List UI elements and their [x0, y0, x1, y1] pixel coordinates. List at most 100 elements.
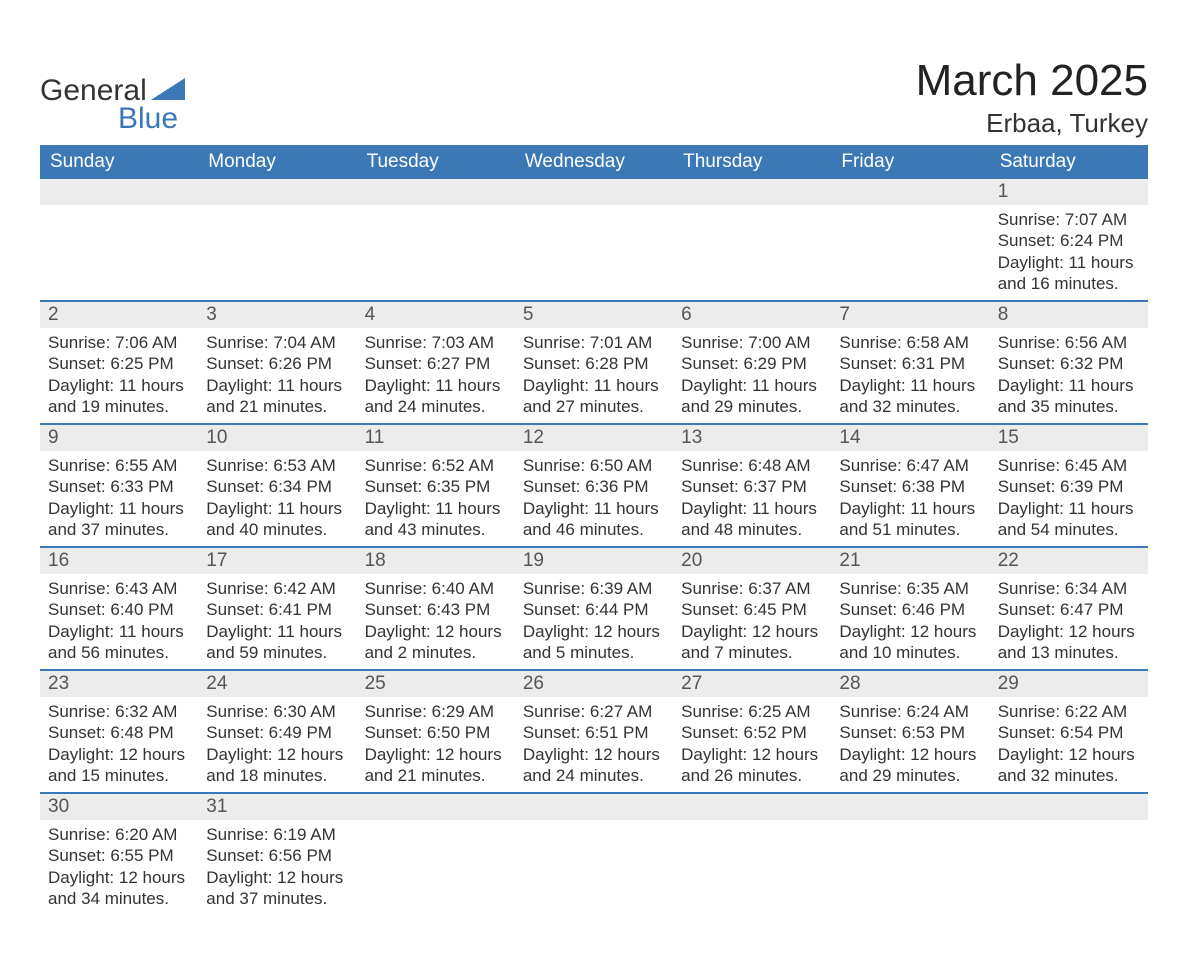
- daylight-line-1: Daylight: 12 hours: [206, 744, 348, 765]
- day-number: 21: [831, 548, 989, 574]
- daylight-line-2: and 37 minutes.: [206, 888, 348, 909]
- daylight-line-2: and 18 minutes.: [206, 765, 348, 786]
- day-number: 25: [357, 671, 515, 697]
- calendar-week-row: 9Sunrise: 6:55 AMSunset: 6:33 PMDaylight…: [40, 424, 1148, 547]
- daylight-line-1: Daylight: 11 hours: [523, 498, 665, 519]
- location: Erbaa, Turkey: [916, 108, 1148, 139]
- sunrise-line: Sunrise: 6:50 AM: [523, 455, 665, 476]
- daylight-line-1: Daylight: 11 hours: [48, 375, 190, 396]
- sunset-line: Sunset: 6:43 PM: [365, 599, 507, 620]
- sunrise-line: Sunrise: 6:37 AM: [681, 578, 823, 599]
- sunset-line: Sunset: 6:34 PM: [206, 476, 348, 497]
- sunset-line: Sunset: 6:52 PM: [681, 722, 823, 743]
- day-details: Sunrise: 6:19 AMSunset: 6:56 PMDaylight:…: [198, 820, 356, 915]
- daylight-line-1: Daylight: 11 hours: [839, 498, 981, 519]
- sunrise-line: Sunrise: 6:43 AM: [48, 578, 190, 599]
- calendar-cell: 17Sunrise: 6:42 AMSunset: 6:41 PMDayligh…: [198, 547, 356, 670]
- day-number: [831, 794, 989, 820]
- daylight-line-1: Daylight: 12 hours: [998, 621, 1140, 642]
- daylight-line-2: and 15 minutes.: [48, 765, 190, 786]
- calendar-week-row: 16Sunrise: 6:43 AMSunset: 6:40 PMDayligh…: [40, 547, 1148, 670]
- daylight-line-1: Daylight: 11 hours: [839, 375, 981, 396]
- sunset-line: Sunset: 6:26 PM: [206, 353, 348, 374]
- sunset-line: Sunset: 6:55 PM: [48, 845, 190, 866]
- header: General Blue March 2025 Erbaa, Turkey: [40, 40, 1148, 139]
- daylight-line-1: Daylight: 12 hours: [48, 867, 190, 888]
- daylight-line-1: Daylight: 12 hours: [523, 744, 665, 765]
- day-details: [357, 820, 515, 906]
- sunrise-line: Sunrise: 6:47 AM: [839, 455, 981, 476]
- sunrise-line: Sunrise: 6:30 AM: [206, 701, 348, 722]
- daylight-line-1: Daylight: 11 hours: [48, 621, 190, 642]
- day-number: 1: [990, 179, 1148, 205]
- day-number: [357, 179, 515, 205]
- sunrise-line: Sunrise: 6:45 AM: [998, 455, 1140, 476]
- day-number: 8: [990, 302, 1148, 328]
- day-details: [515, 820, 673, 906]
- calendar-cell: [515, 179, 673, 301]
- calendar-cell: 22Sunrise: 6:34 AMSunset: 6:47 PMDayligh…: [990, 547, 1148, 670]
- day-number: 4: [357, 302, 515, 328]
- calendar-cell: 5Sunrise: 7:01 AMSunset: 6:28 PMDaylight…: [515, 301, 673, 424]
- day-number: 16: [40, 548, 198, 574]
- sunrise-line: Sunrise: 6:34 AM: [998, 578, 1140, 599]
- day-number: 5: [515, 302, 673, 328]
- daylight-line-1: Daylight: 12 hours: [681, 621, 823, 642]
- calendar-cell: 24Sunrise: 6:30 AMSunset: 6:49 PMDayligh…: [198, 670, 356, 793]
- calendar-cell: 14Sunrise: 6:47 AMSunset: 6:38 PMDayligh…: [831, 424, 989, 547]
- day-details: Sunrise: 7:07 AMSunset: 6:24 PMDaylight:…: [990, 205, 1148, 300]
- calendar-cell: 11Sunrise: 6:52 AMSunset: 6:35 PMDayligh…: [357, 424, 515, 547]
- sunset-line: Sunset: 6:51 PM: [523, 722, 665, 743]
- day-details: [673, 205, 831, 291]
- day-details: Sunrise: 6:47 AMSunset: 6:38 PMDaylight:…: [831, 451, 989, 546]
- sunset-line: Sunset: 6:28 PM: [523, 353, 665, 374]
- sunset-line: Sunset: 6:54 PM: [998, 722, 1140, 743]
- day-number: 12: [515, 425, 673, 451]
- day-details: [990, 820, 1148, 906]
- day-details: Sunrise: 7:00 AMSunset: 6:29 PMDaylight:…: [673, 328, 831, 423]
- day-details: Sunrise: 6:50 AMSunset: 6:36 PMDaylight:…: [515, 451, 673, 546]
- day-number: 26: [515, 671, 673, 697]
- sunset-line: Sunset: 6:36 PM: [523, 476, 665, 497]
- daylight-line-1: Daylight: 11 hours: [365, 375, 507, 396]
- daylight-line-1: Daylight: 11 hours: [998, 498, 1140, 519]
- daylight-line-1: Daylight: 11 hours: [681, 375, 823, 396]
- calendar-week-row: 1Sunrise: 7:07 AMSunset: 6:24 PMDaylight…: [40, 179, 1148, 301]
- calendar-header-row: Sunday Monday Tuesday Wednesday Thursday…: [40, 145, 1148, 179]
- sunrise-line: Sunrise: 6:25 AM: [681, 701, 823, 722]
- calendar-cell: 2Sunrise: 7:06 AMSunset: 6:25 PMDaylight…: [40, 301, 198, 424]
- daylight-line-2: and 16 minutes.: [998, 273, 1140, 294]
- day-number: 30: [40, 794, 198, 820]
- day-number: 10: [198, 425, 356, 451]
- col-sunday: Sunday: [40, 145, 198, 179]
- day-details: [831, 820, 989, 906]
- sunrise-line: Sunrise: 6:55 AM: [48, 455, 190, 476]
- daylight-line-1: Daylight: 11 hours: [998, 375, 1140, 396]
- calendar-cell: [673, 179, 831, 301]
- daylight-line-1: Daylight: 11 hours: [998, 252, 1140, 273]
- calendar-cell: [357, 793, 515, 915]
- daylight-line-2: and 35 minutes.: [998, 396, 1140, 417]
- daylight-line-1: Daylight: 12 hours: [998, 744, 1140, 765]
- day-details: Sunrise: 6:24 AMSunset: 6:53 PMDaylight:…: [831, 697, 989, 792]
- sunrise-line: Sunrise: 6:19 AM: [206, 824, 348, 845]
- sunrise-line: Sunrise: 7:00 AM: [681, 332, 823, 353]
- sunset-line: Sunset: 6:41 PM: [206, 599, 348, 620]
- day-details: Sunrise: 6:32 AMSunset: 6:48 PMDaylight:…: [40, 697, 198, 792]
- daylight-line-1: Daylight: 12 hours: [48, 744, 190, 765]
- day-number: 18: [357, 548, 515, 574]
- sunrise-line: Sunrise: 6:58 AM: [839, 332, 981, 353]
- calendar-cell: [831, 793, 989, 915]
- calendar-cell: 4Sunrise: 7:03 AMSunset: 6:27 PMDaylight…: [357, 301, 515, 424]
- daylight-line-1: Daylight: 11 hours: [48, 498, 190, 519]
- day-number: [198, 179, 356, 205]
- daylight-line-2: and 27 minutes.: [523, 396, 665, 417]
- day-number: [515, 179, 673, 205]
- day-details: Sunrise: 6:39 AMSunset: 6:44 PMDaylight:…: [515, 574, 673, 669]
- calendar-week-row: 30Sunrise: 6:20 AMSunset: 6:55 PMDayligh…: [40, 793, 1148, 915]
- day-number: 2: [40, 302, 198, 328]
- sunset-line: Sunset: 6:48 PM: [48, 722, 190, 743]
- day-number: 24: [198, 671, 356, 697]
- day-number: [831, 179, 989, 205]
- sunset-line: Sunset: 6:32 PM: [998, 353, 1140, 374]
